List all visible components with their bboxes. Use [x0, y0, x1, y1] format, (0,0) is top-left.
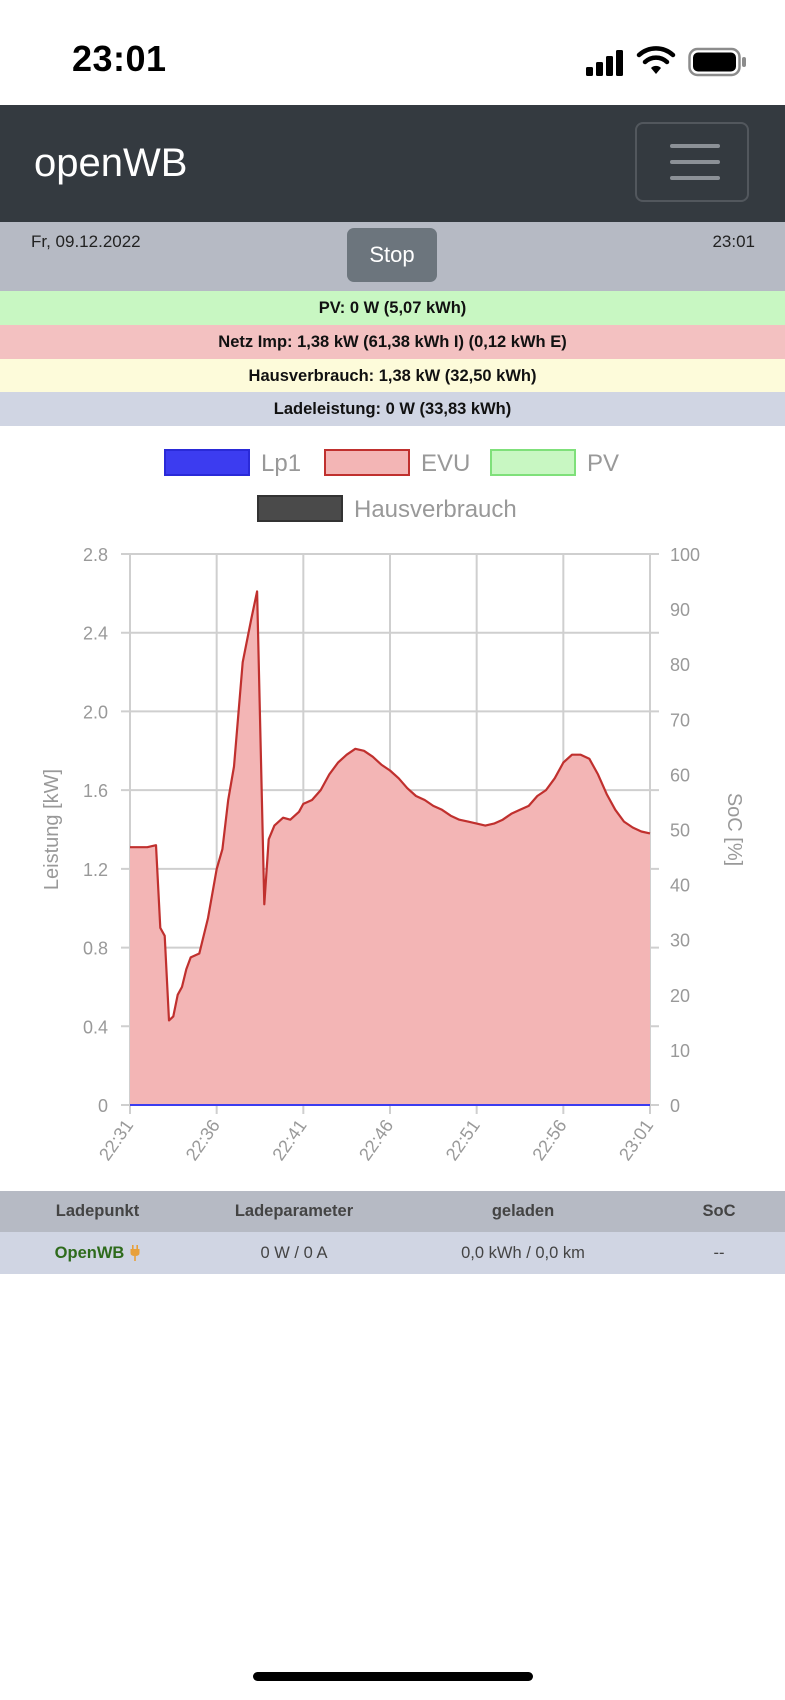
y2-tick-label: 70: [670, 710, 690, 730]
stop-button[interactable]: Stop: [347, 228, 437, 282]
y-tick-label: 0.8: [83, 939, 108, 959]
power-chart: Lp1 EVU PV Hausverbrauch 22:31 22:36 22:41 22:4…: [41, 449, 745, 1164]
legend-swatch: [324, 449, 410, 476]
legend-label-2: EVU: [421, 450, 470, 477]
y-tick-label: 2.4: [83, 624, 108, 644]
x-tick-label: 22:41: [268, 1116, 310, 1164]
y-tick-label: 2.8: [83, 545, 108, 565]
y-axis-title: Leistung [kW]: [41, 769, 63, 890]
hamburger-menu-icon: [670, 160, 720, 164]
y2-tick-label: 90: [670, 600, 690, 620]
y-tick-label: 2.0: [83, 702, 108, 722]
battery-icon: [688, 47, 746, 77]
hamburger-menu-icon: [670, 176, 720, 180]
ladeleistung-summary: Ladeleistung: 0 W (33,83 kWh): [0, 392, 785, 426]
legend-label-3: PV: [587, 450, 619, 477]
y2-tick-label: 80: [670, 655, 690, 675]
ladepunkt-cell[interactable]: OpenWB: [0, 1232, 195, 1274]
hausverbrauch-summary: Hausverbrauch: 1,38 kW (32,50 kWh): [0, 359, 785, 393]
y2-tick-label: 100: [670, 545, 700, 565]
status-bar: 23:01: [0, 0, 785, 105]
x-tick-label: 22:46: [355, 1116, 397, 1164]
evu-line: [130, 590, 651, 1022]
legend-label-4: Hausverbrauch: [354, 496, 517, 523]
soc-cell: --: [713, 1243, 725, 1262]
legend-swatch: [490, 449, 576, 476]
y2-tick-label: 60: [670, 765, 690, 785]
brand-logo[interactable]: openWB: [34, 141, 188, 185]
cellular-signal-icon: [586, 50, 623, 76]
x-tick-label: 22:36: [182, 1116, 224, 1164]
header-ladepunkt: Ladepunkt: [55, 1202, 140, 1220]
y-tick-label: 0: [98, 1096, 108, 1116]
plug-icon: [130, 1245, 140, 1261]
hamburger-menu-icon: [670, 144, 720, 148]
y2-tick-label: 0: [670, 1096, 680, 1116]
y-tick-label: 0.4: [83, 1017, 108, 1037]
y-tick-label: 1.6: [83, 781, 108, 801]
y2-axis-title: SoC [%]: [723, 793, 745, 866]
legend-swatch: [257, 495, 343, 522]
y-tick-label: 1.2: [83, 860, 108, 880]
y2-tick-label: 20: [670, 986, 690, 1006]
date-label: Fr, 09.12.2022: [31, 232, 141, 251]
navbar: openWB: [0, 105, 785, 222]
y2-tick-label: 50: [670, 821, 690, 841]
legend-label-1: Lp1: [261, 450, 301, 477]
menu-toggle-button[interactable]: [635, 122, 749, 202]
netz-summary: Netz Imp: 1,38 kW (61,38 kWh I) (0,12 kW…: [0, 325, 785, 359]
x-tick-label: 23:01: [615, 1116, 657, 1164]
y2-tick-label: 10: [670, 1041, 690, 1061]
header-geladen: geladen: [491, 1202, 555, 1220]
home-indicator[interactable]: [253, 1672, 533, 1681]
header-soc: SoC: [702, 1202, 736, 1220]
geladen-cell: 0,0 kWh / 0,0 km: [461, 1243, 585, 1262]
legend-swatch: [164, 449, 250, 476]
y2-tick-label: 30: [670, 931, 690, 951]
table-header: Ladepunkt Ladeparameter geladen SoC: [0, 1191, 785, 1232]
x-tick-label: 22:51: [442, 1116, 484, 1164]
x-tick-label: 22:56: [528, 1116, 570, 1164]
ladeparameter-cell: 0 W / 0 A: [260, 1243, 328, 1262]
x-tick-label: 22:31: [95, 1116, 137, 1164]
time-label: 23:01: [712, 232, 755, 251]
status-time: 23:01: [72, 38, 167, 79]
pv-summary: PV: 0 W (5,07 kWh): [0, 291, 785, 325]
wifi-icon: [636, 46, 676, 74]
info-bar: Fr, 09.12.2022 Stop 23:01: [0, 222, 785, 291]
ladepunkt-name[interactable]: OpenWB: [54, 1243, 125, 1262]
y2-tick-label: 40: [670, 876, 690, 896]
header-ladeparameter: Ladeparameter: [234, 1202, 354, 1220]
table-row[interactable]: OpenWB 0 W / 0 A 0,0 kWh / 0,0 km --: [0, 1232, 785, 1274]
